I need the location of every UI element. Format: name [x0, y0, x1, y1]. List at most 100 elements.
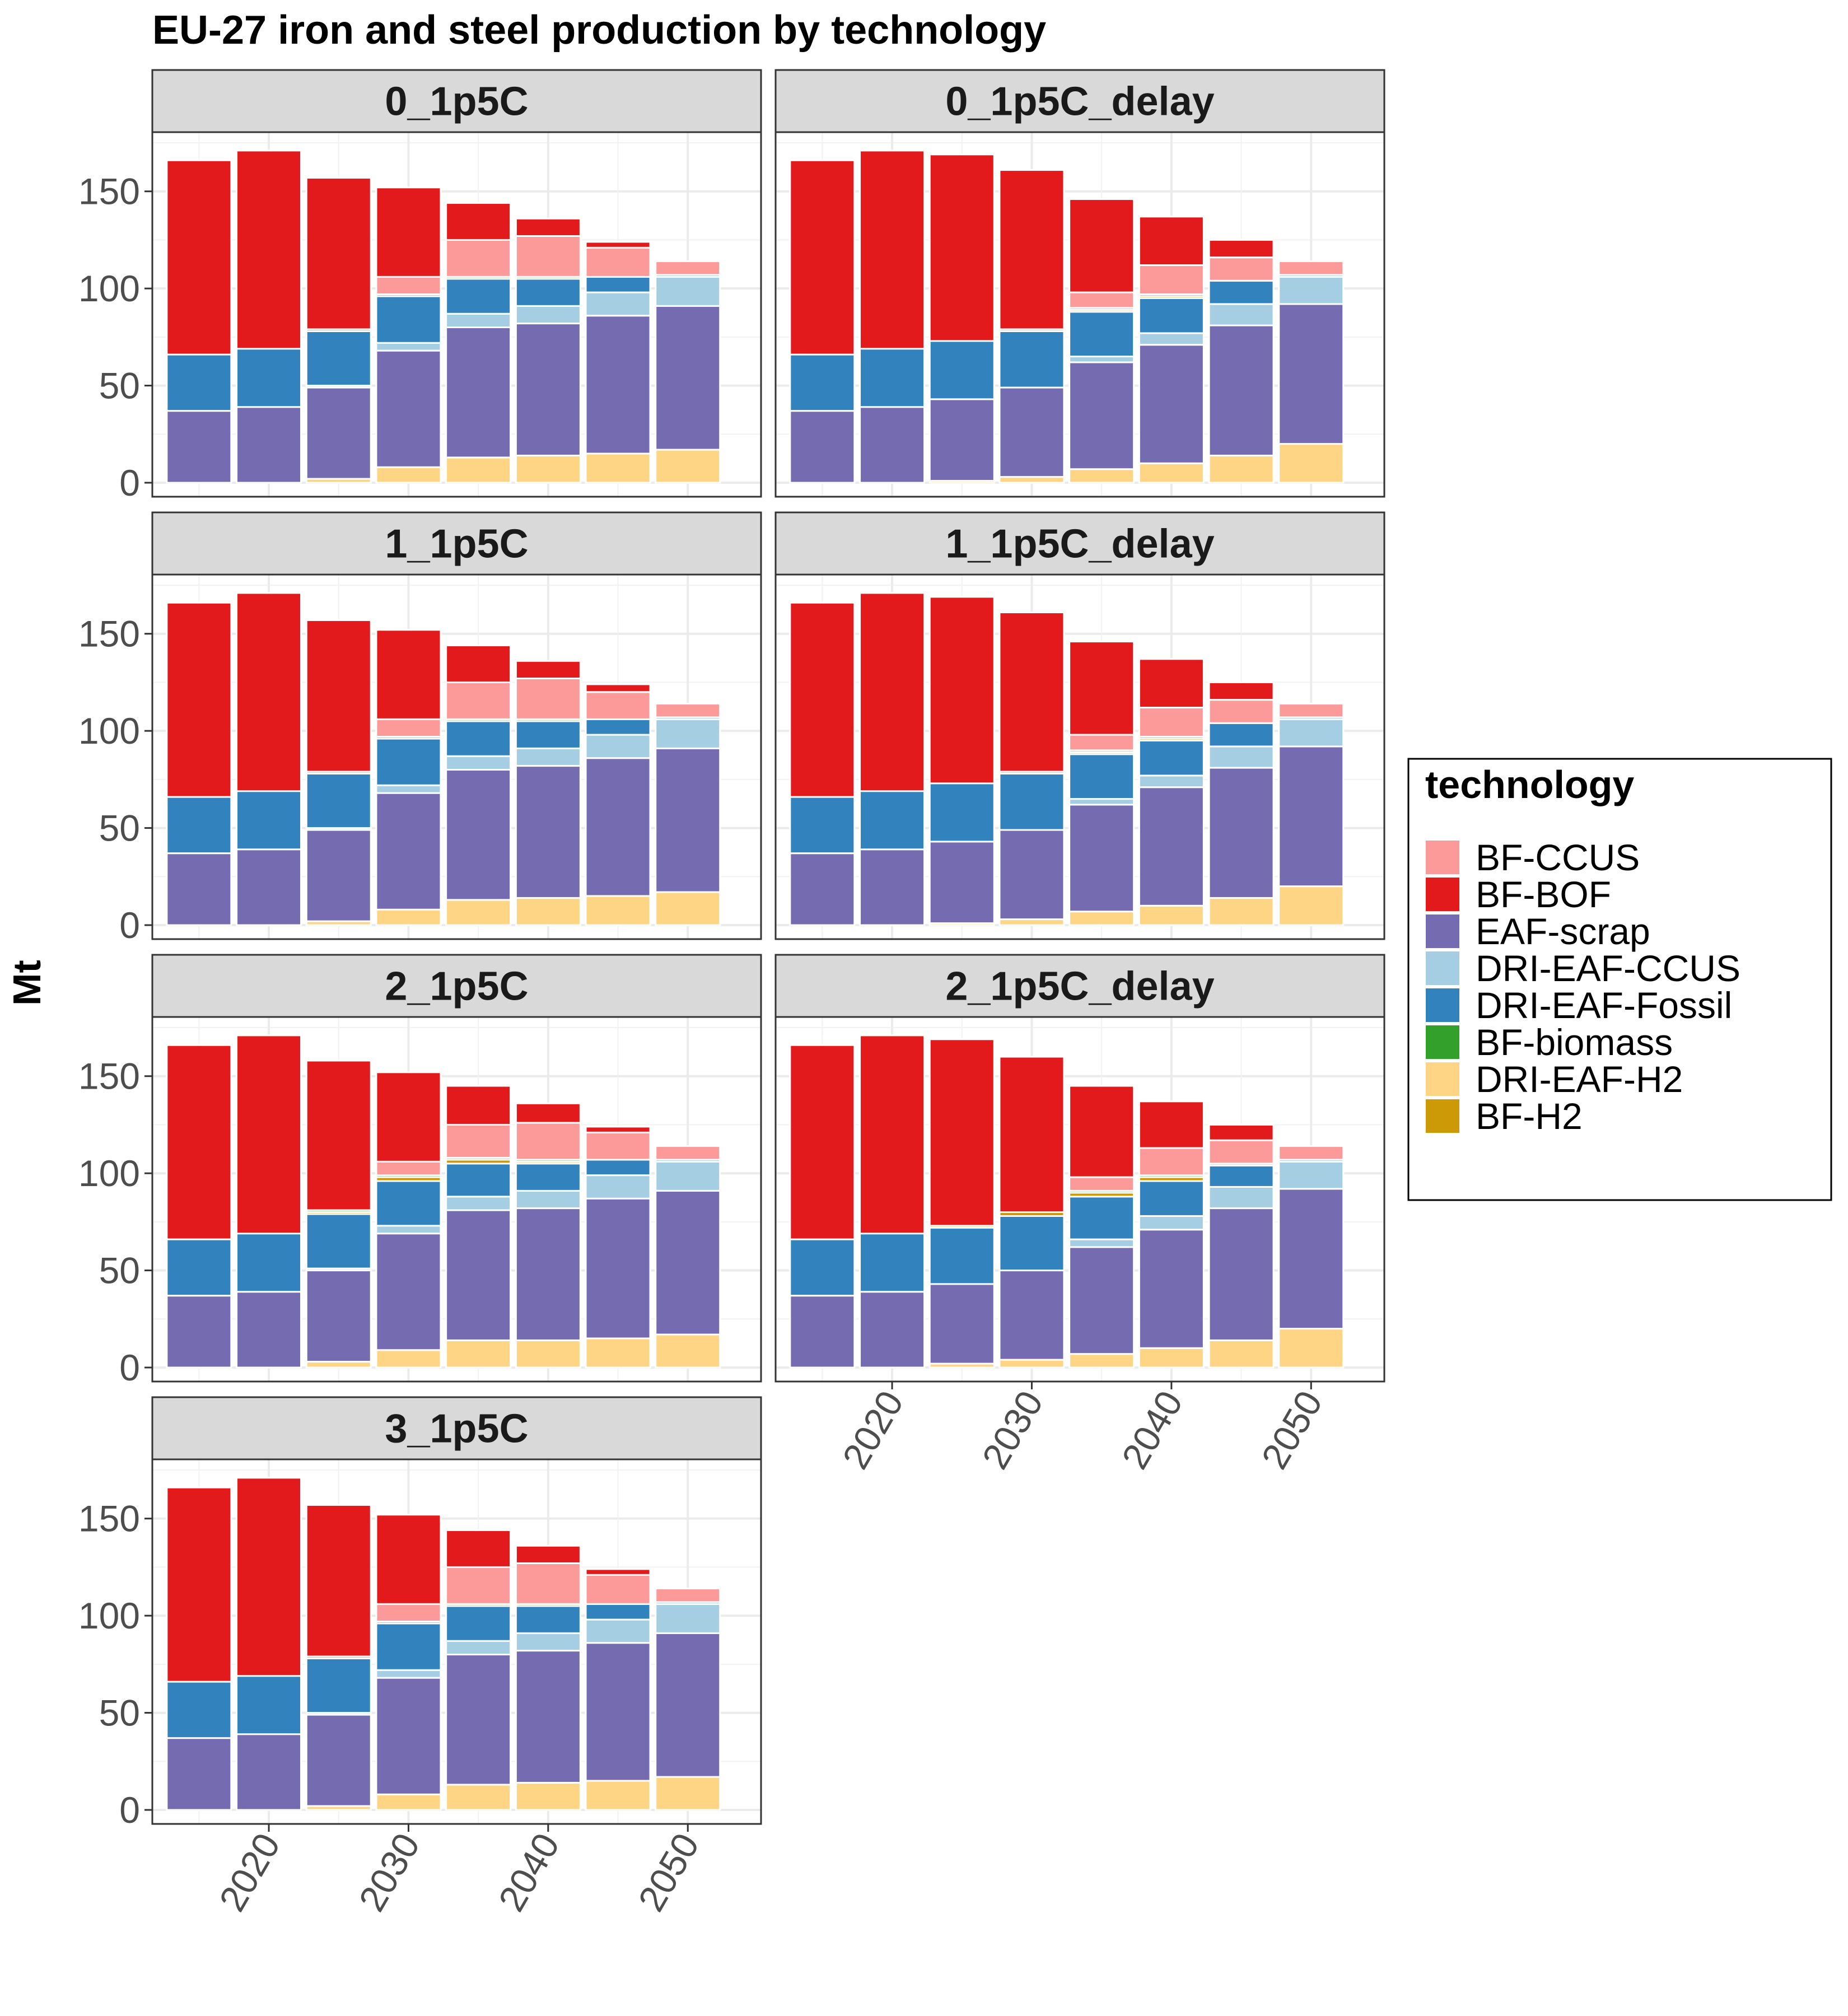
- legend-key: [1425, 839, 1460, 875]
- bar-segment-dri-eaf-fossil-2040: [1138, 1180, 1205, 1217]
- bar-segment-bf-bof-2020: [236, 150, 302, 350]
- bar-segment-dri-eaf-fossil-2020: [859, 1233, 926, 1293]
- y-tick-label: 150: [78, 1498, 140, 1539]
- bar-segment-dri-eaf-fossil-2020: [859, 790, 926, 851]
- legend-item-eaf-scrap: EAF-scrap: [1425, 911, 1650, 952]
- x-tick-label: 2020: [211, 1826, 288, 1918]
- bar-segment-dri-eaf-ccus-2050: [1278, 718, 1345, 748]
- bar-segment-bf-bof-2015: [166, 159, 232, 356]
- bar-segment-bf-ccus-2035: [1068, 734, 1135, 752]
- bar-segment-eaf-scrap-2045: [585, 315, 651, 455]
- bar-segment-eaf-scrap-2050: [1278, 303, 1345, 445]
- bar-segment-bf-ccus-2050: [655, 1145, 721, 1161]
- bar-segment-bf-ccus-2030: [375, 1160, 442, 1177]
- facet-strip: [151, 1396, 762, 1460]
- bar-segment-dri-eaf-fossil-2045: [585, 1159, 651, 1177]
- bar-segment-bf-bof-2025: [305, 176, 372, 330]
- bar-segment-bf-bof-2045: [585, 1126, 651, 1133]
- bar-segment-bf-bof-2025: [305, 1504, 372, 1658]
- bar-segment-eaf-scrap-2020: [236, 406, 302, 484]
- chart-title: EU-27 iron and steel production by techn…: [152, 8, 1046, 53]
- bar-segment-dri-eaf-ccus-2050: [1278, 1160, 1345, 1190]
- bar-segment-eaf-scrap-2015: [166, 1295, 232, 1369]
- y-tick-label: 0: [119, 462, 140, 503]
- bar-segment-eaf-scrap-2050: [655, 1632, 721, 1778]
- bar-segment-eaf-scrap-2040: [1138, 344, 1205, 464]
- legend-key: [1425, 876, 1460, 912]
- bar-segment-dri-eaf-ccus-2035: [1068, 356, 1135, 363]
- panel-border: [151, 573, 762, 940]
- bar-segment-bf-ccus-2045: [1208, 699, 1275, 724]
- bar-segment-dri-eaf-ccus-2045: [585, 734, 651, 759]
- bar-segment-bf-bof-2030: [998, 169, 1065, 330]
- bar-segment-bf-ccus-2035: [445, 681, 512, 720]
- bar-segment-eaf-scrap-2030: [998, 386, 1065, 478]
- bar-segment-eaf-scrap-2030: [998, 1270, 1065, 1361]
- bar-segment-dri-eaf-ccus-2045: [1208, 303, 1275, 326]
- bar-segment-bf-bof-2015: [789, 159, 856, 356]
- x-tick-label: 2040: [1113, 1384, 1190, 1476]
- bar-segment-dri-eaf-fossil-2020: [236, 1675, 302, 1735]
- bar-segment-eaf-scrap-2040: [515, 323, 581, 456]
- bar-segment-eaf-scrap-2015: [166, 1737, 232, 1811]
- bar-segment-dri-eaf-fossil-2045: [585, 1603, 651, 1621]
- bar-segment-eaf-scrap-2045: [1208, 767, 1275, 899]
- legend-key: [1425, 1098, 1460, 1134]
- bar-segment-eaf-scrap-2035: [445, 1654, 512, 1786]
- bar-segment-bf-bof-2040: [515, 660, 581, 679]
- y-tick-label: 50: [99, 1692, 140, 1734]
- bar-segment-eaf-scrap-2020: [236, 848, 302, 926]
- bar-segment-eaf-scrap-2025: [305, 829, 372, 922]
- bar-segment-eaf-scrap-2025: [928, 841, 995, 925]
- bar-segment-dri-eaf-fossil-2025: [928, 1226, 995, 1285]
- bar-segment-dri-eaf-fossil-2045: [1208, 279, 1275, 305]
- bar-segment-dri-eaf-ccus-2050: [655, 1603, 721, 1634]
- bar-segment-bf-bof-2045: [585, 683, 651, 693]
- legend-item-dri-eaf-h2: DRI-EAF-H2: [1425, 1058, 1683, 1100]
- bar-segment-eaf-scrap-2020: [859, 406, 926, 484]
- bar-segment-dri-eaf-fossil-2040: [1138, 739, 1205, 777]
- bars: [789, 150, 1345, 484]
- bar-segment-dri-eaf-fossil-2040: [1138, 297, 1205, 334]
- bar-segment-dri-eaf-ccus-2045: [585, 1618, 651, 1644]
- bar-segment-dri-eaf-fossil-2025: [928, 340, 995, 400]
- y-tick-label: 50: [99, 365, 140, 407]
- bar-segment-dri-eaf-h2-2035: [1068, 1353, 1135, 1369]
- bar-segment-bf-bof-2020: [236, 1477, 302, 1677]
- bar-segment-bf-ccus-2030: [375, 1603, 442, 1623]
- bar-segment-bf-bof-2025: [928, 153, 995, 342]
- bar-segment-dri-eaf-fossil-2035: [445, 278, 512, 315]
- facet-strip: [774, 511, 1385, 576]
- facet-strip-label: 2_1p5C_delay: [945, 964, 1214, 1009]
- bar-segment-dri-eaf-fossil-2015: [166, 353, 232, 412]
- legend-label: BF-H2: [1476, 1095, 1583, 1137]
- bar-segment-dri-eaf-fossil-2030: [375, 1180, 442, 1227]
- facet-panels: 0_1p5C0501001500_1p5C_delay1_1p5C0501001…: [78, 69, 1385, 1918]
- bar-segment-eaf-scrap-2050: [655, 1189, 721, 1336]
- bars: [166, 1034, 721, 1369]
- bar-segment-bf-ccus-2045: [1208, 256, 1275, 282]
- legend-key: [1425, 987, 1460, 1023]
- bar-segment-eaf-scrap-2030: [375, 1233, 442, 1351]
- bar-segment-dri-eaf-fossil-2030: [998, 772, 1065, 831]
- y-tick-label: 0: [119, 1789, 140, 1831]
- bar-segment-dri-eaf-ccus-2040: [515, 1189, 581, 1210]
- bar-segment-bf-bof-2015: [789, 1044, 856, 1240]
- bar-segment-bf-bof-2020: [859, 1034, 926, 1235]
- bar-segment-eaf-scrap-2020: [859, 848, 926, 926]
- bar-segment-dri-eaf-h2-2050: [1278, 885, 1345, 926]
- legend-label: BF-biomass: [1476, 1021, 1673, 1063]
- bar-segment-eaf-scrap-2030: [375, 349, 442, 468]
- panel-0-1p5c: 0_1p5C 0 50 100 150: [78, 69, 762, 503]
- legend-key: [1425, 1061, 1460, 1097]
- facet-strip-label: 2_1p5C: [385, 964, 528, 1009]
- bar-segment-bf-bof-2040: [515, 217, 581, 237]
- bar-segment-dri-eaf-ccus-2035: [1068, 1238, 1135, 1248]
- bar-segment-eaf-scrap-2025: [305, 1714, 372, 1807]
- bar-segment-dri-eaf-h2-2035: [1068, 911, 1135, 926]
- bar-segment-bf-bof-2045: [1208, 1123, 1275, 1141]
- bar-segment-eaf-scrap-2020: [236, 1291, 302, 1369]
- bar-segment-bf-bof-2040: [1138, 216, 1205, 267]
- x-tick-label: 2030: [351, 1826, 427, 1918]
- bar-segment-bf-bof-2015: [166, 1044, 232, 1240]
